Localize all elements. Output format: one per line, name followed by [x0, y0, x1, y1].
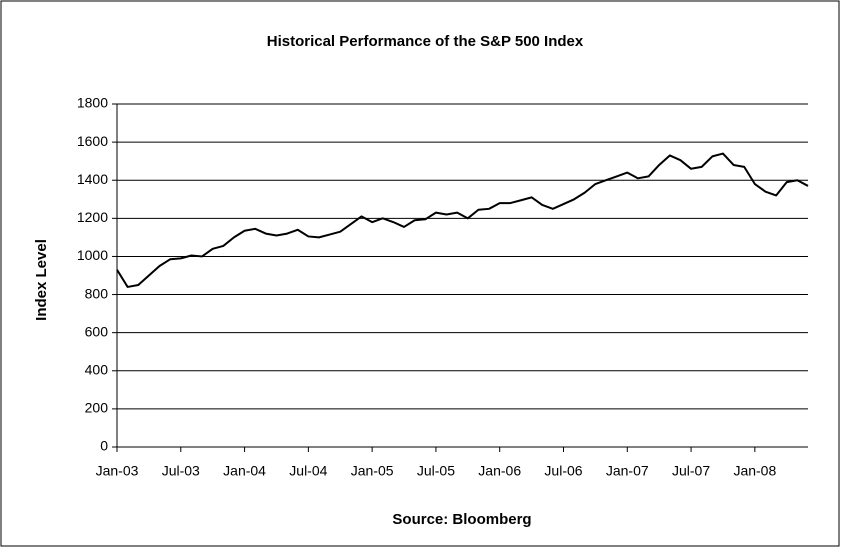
y-tick-label: 1400	[77, 171, 108, 187]
x-tick-label: Jul-05	[417, 463, 455, 479]
y-tick-label: 1800	[77, 95, 108, 111]
x-axis-title: Source: Bloomberg	[392, 511, 531, 528]
x-tick-label: Jan-08	[733, 463, 776, 479]
x-tick-label: Jan-05	[351, 463, 394, 479]
x-tick-label: Jul-06	[544, 463, 582, 479]
y-tick-label: 200	[85, 400, 109, 416]
y-tick-label: 1000	[77, 247, 108, 263]
y-axis-title: Index Level	[33, 239, 50, 321]
y-tick-label: 1600	[77, 133, 108, 149]
x-tick-label: Jul-07	[672, 463, 710, 479]
chart-title: Historical Performance of the S&P 500 In…	[267, 33, 584, 50]
x-tick-label: Jul-03	[162, 463, 200, 479]
x-tick-label: Jan-03	[96, 463, 139, 479]
x-tick-label: Jan-04	[223, 463, 266, 479]
y-tick-label: 1200	[77, 209, 108, 225]
x-tick-label: Jan-07	[606, 463, 649, 479]
x-tick-label: Jan-06	[478, 463, 521, 479]
y-tick-label: 400	[85, 361, 109, 377]
y-tick-label: 800	[85, 285, 109, 301]
x-tick-label: Jul-04	[289, 463, 327, 479]
y-tick-label: 600	[85, 323, 109, 339]
y-tick-label: 0	[100, 438, 108, 454]
line-series	[116, 152, 809, 288]
